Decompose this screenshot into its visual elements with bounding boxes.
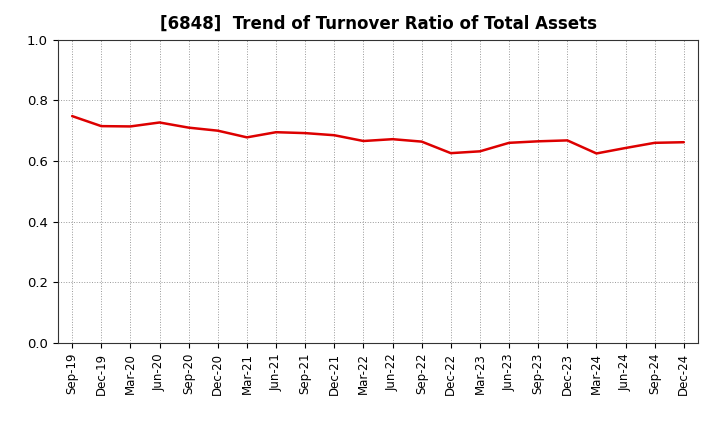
Title: [6848]  Trend of Turnover Ratio of Total Assets: [6848] Trend of Turnover Ratio of Total … xyxy=(160,15,596,33)
